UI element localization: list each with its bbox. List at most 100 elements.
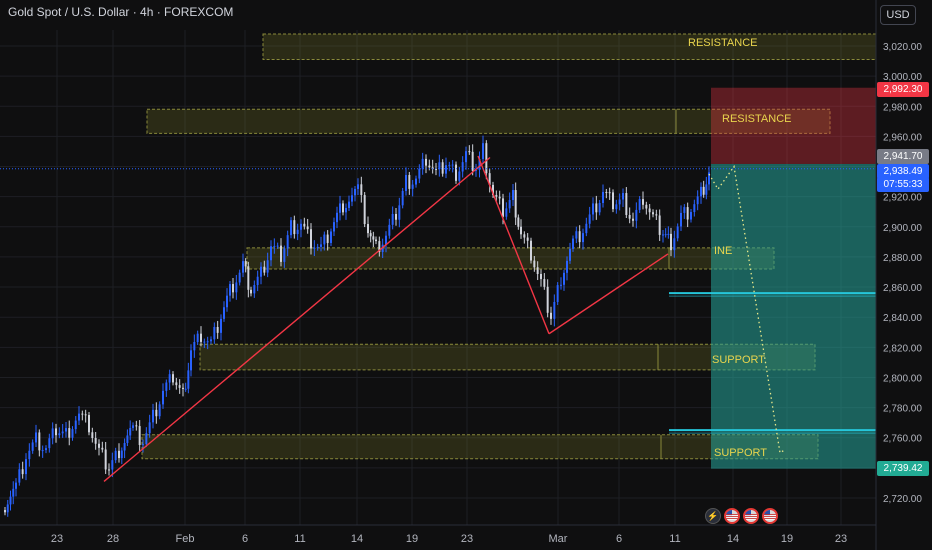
- candle: [638, 199, 641, 210]
- candle: [536, 267, 539, 274]
- projection-path: [708, 164, 786, 454]
- candle: [348, 201, 350, 208]
- zone-box: [141, 434, 819, 460]
- candle: [108, 469, 110, 471]
- candle: [45, 448, 47, 451]
- candle: [220, 318, 222, 333]
- trend-line: [548, 253, 669, 335]
- candle: [385, 235, 387, 245]
- zone-box: [262, 33, 877, 61]
- candle: [495, 195, 498, 197]
- us-flag-icon[interactable]: [743, 508, 759, 524]
- candle: [351, 195, 353, 202]
- candle: [428, 165, 431, 168]
- candle: [270, 246, 272, 261]
- symbol-title[interactable]: Gold Spot / U.S. Dollar · 4h · FOREXCOM: [8, 5, 234, 19]
- candle: [540, 273, 542, 280]
- candle: [369, 233, 372, 237]
- candle: [184, 388, 187, 390]
- support-label-lower: SUPPORT: [714, 447, 767, 459]
- candle: [482, 143, 484, 159]
- candle: [560, 284, 562, 286]
- candle: [673, 238, 676, 251]
- candle: [357, 184, 359, 189]
- price-tick: 2,860.00: [883, 283, 922, 294]
- candle: [190, 350, 192, 371]
- candle: [28, 450, 31, 460]
- us-flag-icon[interactable]: [762, 508, 778, 524]
- candle: [438, 162, 441, 170]
- candle: [572, 238, 574, 249]
- price-tick: 3,020.00: [883, 42, 922, 53]
- candle: [111, 460, 114, 470]
- candle: [175, 382, 178, 386]
- candle: [152, 409, 154, 423]
- candle: [690, 212, 692, 220]
- currency-button[interactable]: USD: [880, 5, 916, 25]
- candle: [592, 203, 594, 215]
- candle: [148, 422, 151, 434]
- candle: [517, 217, 520, 227]
- candle: [6, 504, 9, 513]
- candle: [256, 276, 259, 286]
- candle: [303, 223, 306, 227]
- time-tick: 23: [835, 533, 847, 545]
- candle: [514, 190, 517, 218]
- candle: [708, 172, 710, 185]
- time-tick: 11: [669, 533, 680, 545]
- candle: [642, 199, 644, 205]
- candle: [455, 164, 457, 181]
- candle: [178, 385, 181, 388]
- candle: [232, 284, 234, 293]
- price-tick: 2,880.00: [883, 253, 922, 264]
- candle: [360, 184, 363, 196]
- candle: [247, 266, 250, 290]
- candle: [683, 207, 686, 213]
- candle: [700, 186, 702, 197]
- time-tick: Mar: [549, 533, 568, 545]
- time-tick: 11: [294, 533, 305, 545]
- candle: [468, 151, 471, 153]
- candle: [61, 431, 64, 434]
- candle: [505, 208, 508, 217]
- candle: [129, 427, 132, 436]
- candle: [118, 450, 120, 459]
- support-label-upper: SUPPORT: [712, 354, 765, 366]
- candle: [313, 247, 316, 249]
- candle: [578, 231, 581, 243]
- candle: [18, 469, 21, 483]
- price-tick: 2,980.00: [883, 102, 922, 113]
- candle: [242, 261, 244, 273]
- candle: [244, 261, 247, 267]
- candle: [260, 266, 262, 277]
- time-tick: Feb: [176, 533, 195, 545]
- us-flag-icon[interactable]: [724, 508, 740, 524]
- price-tick: 2,720.00: [883, 494, 922, 505]
- candle: [435, 169, 437, 171]
- candle: [51, 428, 54, 439]
- candle: [612, 192, 614, 210]
- candle: [290, 220, 292, 236]
- candle: [323, 234, 326, 245]
- candle: [705, 184, 708, 195]
- candle: [398, 205, 401, 220]
- economic-events: ⚡: [705, 508, 778, 524]
- event-marker-icon[interactable]: ⚡: [705, 508, 721, 524]
- candle: [458, 171, 461, 181]
- candle: [25, 459, 27, 475]
- candle: [658, 215, 661, 235]
- candle: [475, 169, 477, 171]
- candle: [336, 212, 338, 223]
- candle: [91, 432, 94, 439]
- line-label: INE: [714, 245, 733, 257]
- candle: [41, 450, 44, 452]
- candle: [615, 204, 618, 210]
- candle: [123, 442, 126, 451]
- candle: [655, 214, 658, 216]
- candle: [622, 193, 624, 200]
- candle: [662, 234, 664, 236]
- time-tick: 23: [461, 533, 473, 545]
- candle: [680, 212, 682, 227]
- candle: [550, 312, 552, 319]
